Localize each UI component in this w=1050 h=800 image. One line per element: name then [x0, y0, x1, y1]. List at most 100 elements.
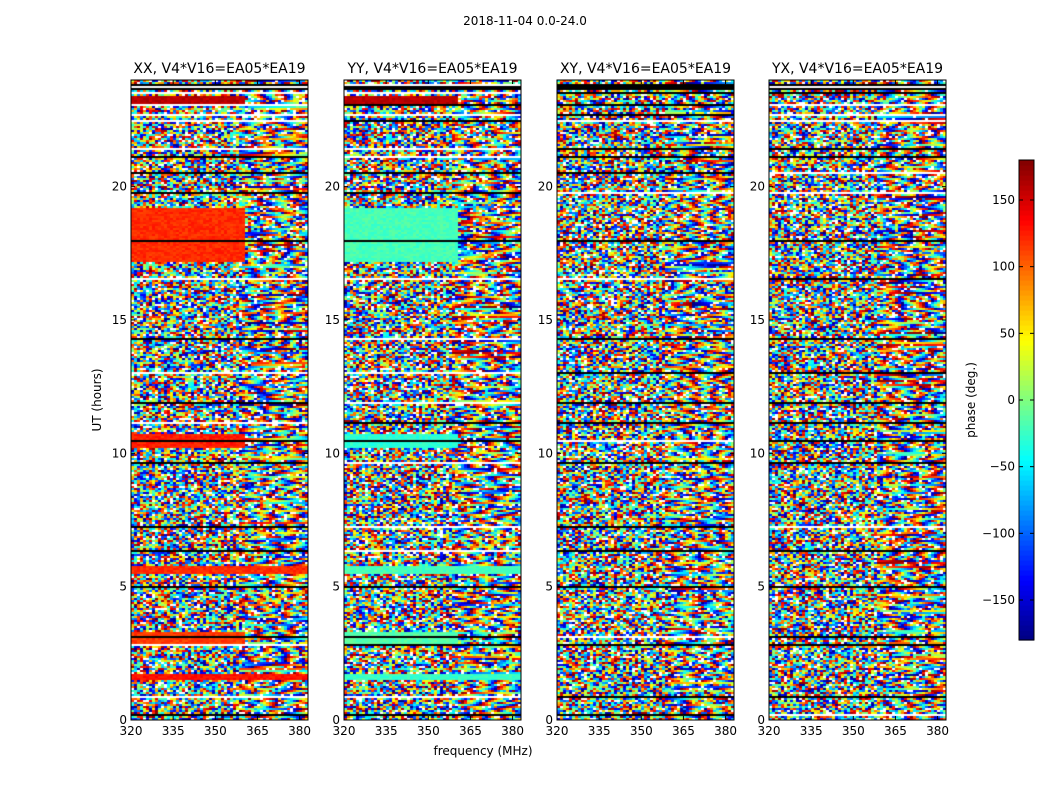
- colorbar-segment: [1019, 540, 1034, 546]
- x-tick-label: 380: [501, 724, 524, 738]
- y-tick-label: 5: [545, 580, 553, 594]
- colorbar-segment: [1019, 330, 1034, 336]
- colorbar-segment: [1019, 630, 1034, 636]
- colorbar-tick-label: −50: [990, 460, 1015, 474]
- colorbar-segment: [1019, 390, 1034, 396]
- colorbar-segment: [1019, 465, 1034, 471]
- x-tick-label: 365: [884, 724, 907, 738]
- colorbar-segment: [1019, 325, 1034, 331]
- x-tick-label: 365: [459, 724, 482, 738]
- colorbar-tick-label: 50: [1000, 326, 1015, 340]
- colorbar-segment: [1019, 365, 1034, 371]
- y-tick-label: 15: [112, 313, 127, 327]
- panel-title: YX, V4*V16=EA05*EA19: [771, 61, 943, 77]
- colorbar-segment: [1019, 310, 1034, 316]
- colorbar-segment: [1019, 300, 1034, 306]
- heatmap-image: [769, 80, 946, 720]
- panel-3: XY, V4*V16=EA05*EA19 320 335 350 365 380 0 5 10 1…: [538, 61, 737, 738]
- colorbar-segment: [1019, 180, 1034, 186]
- colorbar-segment: [1019, 210, 1034, 216]
- colorbar-segment: [1019, 585, 1034, 591]
- colorbar-segment: [1019, 270, 1034, 276]
- colorbar-segment: [1019, 240, 1034, 246]
- y-tick-label: 15: [325, 313, 340, 327]
- y-tick-label: 10: [112, 446, 127, 460]
- colorbar-segment: [1019, 620, 1034, 626]
- colorbar-segment: [1019, 600, 1034, 606]
- y-tick-label: 0: [332, 713, 340, 727]
- x-tick-label: 350: [204, 724, 227, 738]
- colorbar-segment: [1019, 165, 1034, 171]
- colorbar-segment: [1019, 380, 1034, 386]
- colorbar-segment: [1019, 345, 1034, 351]
- x-tick-label: 335: [588, 724, 611, 738]
- colorbar-segment: [1019, 500, 1034, 506]
- colorbar-segment: [1019, 595, 1034, 601]
- colorbar-segment: [1019, 200, 1034, 206]
- colorbar-segment: [1019, 545, 1034, 551]
- y-tick-label: 20: [750, 180, 765, 194]
- colorbar-segment: [1019, 445, 1034, 451]
- x-tick-label: 350: [842, 724, 865, 738]
- y-tick-label: 10: [325, 446, 340, 460]
- plot-frame: [768, 79, 947, 721]
- plot-frame: [556, 79, 735, 721]
- plot-frame: [130, 79, 309, 721]
- colorbar-segment: [1019, 170, 1034, 176]
- colorbar-segment: [1019, 525, 1034, 531]
- colorbar-tick-label: −150: [982, 593, 1015, 607]
- colorbar-segment: [1019, 190, 1034, 196]
- colorbar-tick-label: 0: [1007, 393, 1015, 407]
- colorbar-segment: [1019, 260, 1034, 266]
- colorbar-segment: [1019, 430, 1034, 436]
- x-tick-label: 320: [333, 724, 356, 738]
- colorbar-segment: [1019, 415, 1034, 421]
- panel-title: XX, V4*V16=EA05*EA19: [133, 61, 305, 77]
- colorbar-segment: [1019, 510, 1034, 516]
- y-tick-label: 20: [538, 180, 553, 194]
- x-tick-label: 380: [926, 724, 949, 738]
- colorbar-segment: [1019, 275, 1034, 281]
- colorbar-segment: [1019, 405, 1034, 411]
- heatmap-image: [131, 80, 308, 720]
- heatmap-image: [344, 80, 521, 720]
- colorbar-segment: [1019, 375, 1034, 381]
- colorbar-segment: [1019, 360, 1034, 366]
- colorbar-segment: [1019, 250, 1034, 256]
- colorbar-segment: [1019, 555, 1034, 561]
- colorbar-segment: [1019, 425, 1034, 431]
- colorbar-segment: [1019, 410, 1034, 416]
- colorbar-segment: [1019, 495, 1034, 501]
- colorbar-tick-label: 150: [992, 193, 1015, 207]
- x-tick-label: 335: [800, 724, 823, 738]
- colorbar-segment: [1019, 575, 1034, 581]
- colorbar-segment: [1019, 205, 1034, 211]
- x-tick-label: 335: [162, 724, 185, 738]
- colorbar-segment: [1019, 400, 1034, 406]
- colorbar-segment: [1019, 625, 1034, 631]
- x-axis-label: frequency (MHz): [433, 744, 532, 758]
- colorbar-segment: [1019, 485, 1034, 491]
- colorbar-segment: [1019, 435, 1034, 441]
- colorbar-segment: [1019, 580, 1034, 586]
- colorbar-segment: [1019, 610, 1034, 616]
- x-tick-label: 350: [630, 724, 653, 738]
- colorbar-segment: [1019, 385, 1034, 391]
- colorbar-segment: [1019, 220, 1034, 226]
- colorbar-label: phase (deg.): [964, 362, 978, 438]
- figure-title: 2018-11-04 0.0-24.0: [463, 14, 587, 28]
- heatmap-image: [557, 80, 734, 720]
- colorbar-segment: [1019, 235, 1034, 241]
- colorbar-segment: [1019, 460, 1034, 466]
- colorbar-segment: [1019, 535, 1034, 541]
- x-tick-label: 380: [714, 724, 737, 738]
- colorbar-segment: [1019, 480, 1034, 486]
- colorbar-segment: [1019, 370, 1034, 376]
- colorbar-segment: [1019, 320, 1034, 326]
- colorbar-segment: [1019, 280, 1034, 286]
- colorbar-segment: [1019, 550, 1034, 556]
- y-tick-label: 5: [119, 580, 127, 594]
- colorbar-segment: [1019, 175, 1034, 181]
- x-tick-label: 320: [758, 724, 781, 738]
